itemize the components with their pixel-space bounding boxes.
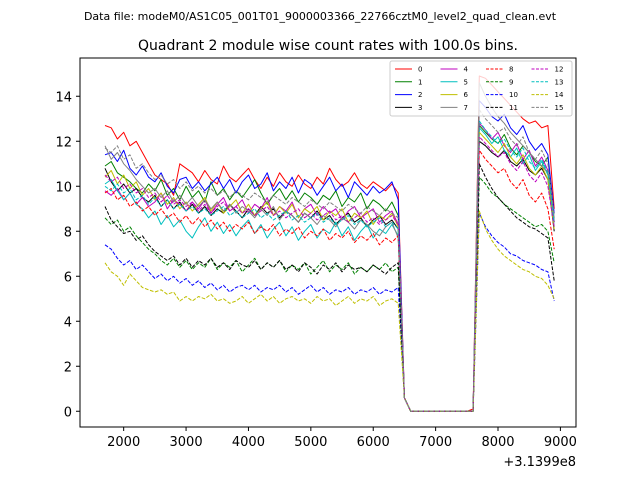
series-line-13 (104, 120, 555, 412)
series-group (104, 75, 555, 412)
legend-label: 15 (555, 104, 564, 112)
series-line-11 (104, 163, 555, 412)
series-line-12 (104, 136, 555, 412)
series-line-10 (104, 212, 555, 412)
legend-label: 5 (464, 78, 468, 86)
series-line-8 (104, 149, 555, 412)
y-tick-label: 6 (64, 270, 72, 285)
legend-label: 3 (418, 104, 422, 112)
series-line-0 (104, 75, 555, 412)
axes-frame (79, 57, 577, 428)
x-tick-label: 4000 (232, 435, 265, 450)
series-line-3 (104, 140, 555, 412)
series-line-4 (104, 122, 555, 412)
y-tick-label: 8 (64, 225, 72, 240)
y-tick-label: 14 (55, 90, 72, 105)
legend-label: 12 (555, 66, 564, 74)
legend-label: 1 (418, 78, 422, 86)
legend-label: 7 (464, 104, 468, 112)
x-tick-label: 2000 (107, 435, 140, 450)
series-line-9 (104, 176, 555, 412)
legend-label: 13 (555, 78, 564, 86)
series-line-15 (104, 109, 555, 412)
series-line-5 (104, 127, 555, 412)
legend-label: 8 (509, 66, 513, 74)
legend-label: 10 (509, 91, 518, 99)
legend-label: 4 (464, 66, 469, 74)
legend-label: 14 (555, 91, 564, 99)
x-tick-label: 5000 (294, 435, 327, 450)
x-tick-label: 3000 (170, 435, 203, 450)
x-tick-label: 8000 (481, 435, 514, 450)
x-tick-label: 9000 (544, 435, 577, 450)
legend-label: 9 (509, 78, 513, 86)
x-tick-label: 6000 (357, 435, 390, 450)
legend-label: 0 (418, 66, 422, 74)
y-tick-label: 4 (64, 315, 72, 330)
legend-box (389, 60, 573, 117)
x-tick-label: 7000 (419, 435, 452, 450)
y-tick-label: 0 (64, 405, 72, 420)
legend-label: 6 (464, 91, 469, 99)
tick-group: 2000 3000 4000 5000 6000 7000 8000 9000 0 2 4 6 8 10 1… (55, 90, 576, 450)
y-tick-label: 2 (64, 360, 72, 375)
series-line-14 (104, 210, 555, 412)
legend-label: 11 (509, 104, 518, 112)
y-tick-label: 10 (55, 180, 72, 195)
x-offset-label: +3.1399e8 (503, 455, 576, 470)
suptitle: Data file: modeM0/AS1C05_001T01_90000033… (84, 10, 557, 23)
y-tick-label: 12 (55, 135, 72, 150)
legend-label: 2 (418, 91, 422, 99)
chart-title: Quadrant 2 module wise count rates with … (138, 38, 518, 54)
